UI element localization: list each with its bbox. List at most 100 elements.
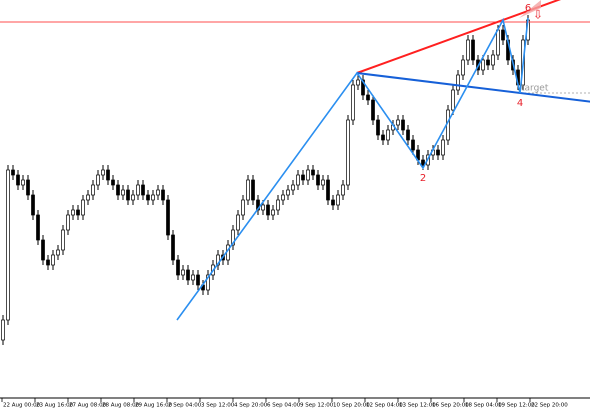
candle-body [376,119,380,136]
candle-body [386,129,390,141]
candle-body [151,194,155,201]
x-tick-label: 13 Sep 12:00 [399,403,436,409]
candle-body [326,179,330,201]
zigzag-pattern [176,17,529,321]
candle-body [71,209,75,216]
trend-line [356,72,590,103]
candle-body [106,169,110,181]
x-tick-label: 12 Sep 04:00 [366,403,403,409]
candle-body [301,174,305,181]
candle-body [486,59,490,66]
candle-body [76,209,80,216]
candle-body [11,169,15,176]
candle-body [196,274,200,286]
x-tick-label: 6 Sep 04:00 [267,403,301,409]
candle-body [156,189,160,196]
candle-body [296,174,300,186]
x-tick-label: 3 Sep 12:00 [201,403,235,409]
candle-body [86,194,90,201]
pattern-point-label: 6 [525,3,531,14]
candle-body [236,214,240,231]
candle-body [161,189,165,201]
candle-body [46,259,50,266]
candle-body [291,184,295,191]
candle-body [286,189,290,196]
candle-body [41,239,45,261]
candle-body [491,54,495,66]
candle-body [131,194,135,201]
candle-body [356,79,360,86]
candle-body [466,39,470,61]
candle-body [451,89,455,111]
candle-body [276,199,280,211]
candle-body [361,79,365,96]
candle-body [471,39,475,61]
candle-body [61,229,65,251]
x-tick-label: 9 Sep 12:00 [300,403,334,409]
candle-body [111,179,115,186]
candle-body [406,129,410,141]
x-tick-label: 19 Sep 12:00 [498,403,535,409]
x-tick-label: 18 Sep 04:00 [465,403,502,409]
candle-body [181,269,185,276]
x-tick-label: 10 Sep 20:00 [333,403,370,409]
candle-body [481,59,485,71]
candle-body [206,274,210,291]
candle-body [346,119,350,186]
pattern-highlight [519,0,541,18]
candle-body [26,179,30,196]
x-tick-label: 23 Aug 16:00 [36,403,74,409]
arrow-icon: ⇩ [533,8,543,22]
candle-body [66,214,70,231]
candle-body [101,169,105,176]
candle-body [336,194,340,206]
candle-body [261,204,265,211]
candle-body [411,139,415,151]
x-tick-label: 2 Sep 04:00 [168,403,202,409]
candle-body [271,209,275,216]
candle-body [401,119,405,131]
candle-body [396,119,400,126]
candle-body [136,184,140,196]
candle-body [81,199,85,216]
candle-body [31,194,35,216]
candle-body [91,184,95,196]
x-tick-label: 16 Sep 20:00 [432,403,469,409]
x-tick-label: 28 Aug 08:00 [102,403,140,409]
candle-body [251,179,255,201]
candle-body [341,184,345,196]
candle-body [171,234,175,261]
candle-body [311,169,315,176]
candle-body [176,259,180,276]
candle-body [1,319,5,341]
candle-body [56,249,60,256]
x-tick-label: 22 Aug 00:00 [3,403,41,409]
candle-body [501,29,505,41]
x-tick-label: 29 Aug 16:00 [135,403,173,409]
candle-body [36,214,40,241]
candle-body [441,139,445,156]
plot-area [0,0,590,345]
candle-body [16,174,20,186]
candle-body [186,269,190,281]
candle-body [371,99,375,121]
candle-body [116,184,120,196]
x-tick-label: 27 Aug 08:00 [69,403,107,409]
candle-body [126,189,130,201]
target-label: target [521,84,549,94]
candle-body [266,204,270,216]
candle-body [246,179,250,201]
x-tick-label: 22 Sep 20:00 [531,403,568,409]
candle-body [141,184,145,196]
candle-body [496,29,500,56]
pattern-point-label: 2 [420,173,426,184]
candle-body [191,274,195,281]
x-tick-label: 4 Sep 20:00 [234,403,268,409]
candle-body [121,189,125,196]
candle-body [351,84,355,121]
candle-body [456,74,460,91]
candle-body [331,199,335,206]
